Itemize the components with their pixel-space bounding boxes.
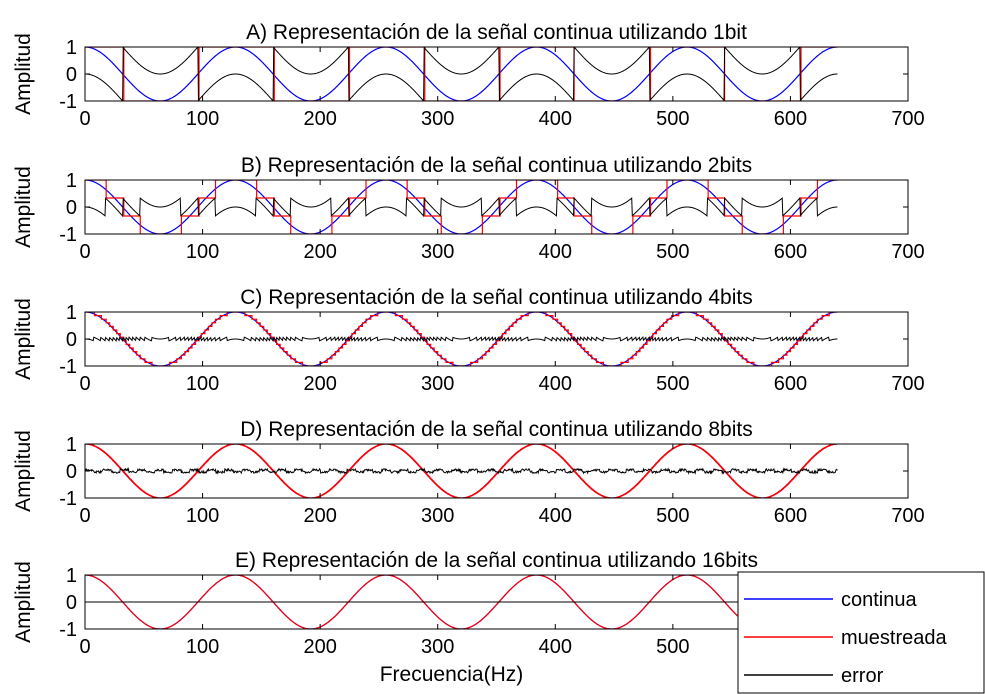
legend-label: error	[841, 665, 884, 687]
x-tick-label: 0	[79, 505, 90, 527]
x-tick-label: 500	[656, 373, 689, 395]
subplot-5: E) Representación de la señal continua u…	[12, 549, 909, 686]
subplot-title: D) Representación de la señal continua u…	[240, 418, 752, 441]
y-tick-label: 0	[66, 197, 77, 219]
subplot-title: E) Representación de la señal continua u…	[235, 549, 758, 572]
legend-item-error: error	[744, 665, 884, 687]
x-tick-label: 300	[421, 241, 454, 263]
subplot-3: C) Representación de la señal continua u…	[12, 286, 925, 395]
series-line-muestreada	[85, 575, 838, 629]
legend-label: continua	[841, 589, 917, 611]
subplot-4: D) Representación de la señal continua u…	[12, 418, 925, 527]
series-line-muestreada	[85, 444, 838, 498]
subplot-2: B) Representación de la señal continua u…	[12, 154, 925, 263]
x-tick-label: 0	[79, 108, 90, 130]
subplot-1: A) Representación de la señal continua u…	[12, 21, 925, 130]
x-tick-label: 0	[79, 636, 90, 658]
y-tick-label: 1	[66, 434, 77, 456]
x-tick-label: 0	[79, 241, 90, 263]
x-tick-label: 300	[421, 636, 454, 658]
y-axis-label: Amplitud	[12, 298, 35, 380]
subplot-title: C) Representación de la señal continua u…	[240, 286, 752, 309]
y-tick-label: -1	[59, 488, 77, 510]
series-line-muestreada	[85, 180, 838, 234]
y-tick-label: -1	[59, 224, 77, 246]
x-tick-label: 300	[421, 505, 454, 527]
y-tick-label: 1	[66, 170, 77, 192]
plot-area	[85, 312, 838, 366]
x-axis-label: Frecuencia(Hz)	[380, 663, 524, 686]
plot-area	[85, 575, 838, 629]
y-axis-label: Amplitud	[12, 561, 35, 643]
x-tick-label: 400	[539, 108, 572, 130]
y-tick-label: -1	[59, 356, 77, 378]
series-line-continua	[85, 180, 838, 234]
y-tick-label: 1	[66, 565, 77, 587]
x-tick-label: 400	[539, 636, 572, 658]
x-tick-label: 300	[421, 108, 454, 130]
y-axis-label: Amplitud	[12, 166, 35, 248]
y-tick-label: 0	[66, 64, 77, 86]
y-tick-label: 0	[66, 592, 77, 614]
y-tick-label: -1	[59, 91, 77, 113]
legend-item-continua: continua	[744, 589, 917, 611]
x-tick-label: 500	[656, 241, 689, 263]
subplots: A) Representación de la señal continua u…	[12, 21, 925, 686]
x-tick-label: 400	[539, 241, 572, 263]
plot-area	[85, 47, 838, 101]
x-tick-label: 200	[303, 373, 336, 395]
legend: continua muestreada error	[737, 571, 985, 694]
series-line-error	[85, 196, 838, 218]
series-line-error	[85, 47, 838, 101]
y-tick-label: 1	[66, 37, 77, 59]
x-tick-label: 200	[303, 241, 336, 263]
x-tick-label: 400	[539, 505, 572, 527]
series-line-continua	[85, 47, 838, 101]
y-tick-label: 0	[66, 329, 77, 351]
x-tick-label: 0	[79, 373, 90, 395]
x-tick-label: 400	[539, 373, 572, 395]
x-tick-label: 500	[656, 505, 689, 527]
series-line-muestreada	[85, 312, 838, 366]
y-tick-label: 1	[66, 302, 77, 324]
x-tick-label: 500	[656, 108, 689, 130]
x-tick-label: 700	[891, 505, 924, 527]
plot-area	[85, 444, 838, 498]
y-axis-label: Amplitud	[12, 33, 35, 115]
x-tick-label: 100	[186, 373, 219, 395]
x-tick-label: 500	[656, 636, 689, 658]
x-tick-label: 600	[774, 505, 807, 527]
y-axis-label: Amplitud	[12, 430, 35, 512]
subplot-title: A) Representación de la señal continua u…	[246, 21, 747, 44]
y-tick-label: -1	[59, 619, 77, 641]
legend-box	[737, 571, 985, 694]
x-tick-label: 100	[186, 241, 219, 263]
subplot-title: B) Representación de la señal continua u…	[241, 154, 752, 177]
series-line-error	[85, 336, 838, 342]
x-tick-label: 200	[303, 505, 336, 527]
x-tick-label: 300	[421, 373, 454, 395]
x-tick-label: 100	[186, 505, 219, 527]
x-tick-label: 600	[774, 108, 807, 130]
x-tick-label: 100	[186, 636, 219, 658]
plot-area	[85, 180, 838, 234]
x-tick-label: 700	[891, 241, 924, 263]
x-tick-label: 700	[891, 108, 924, 130]
series-line-error	[85, 467, 838, 475]
x-tick-label: 200	[303, 108, 336, 130]
legend-item-muestreada: muestreada	[744, 627, 947, 649]
y-tick-label: 0	[66, 461, 77, 483]
x-tick-label: 600	[774, 373, 807, 395]
x-tick-label: 700	[891, 373, 924, 395]
x-tick-label: 600	[774, 241, 807, 263]
x-tick-label: 200	[303, 636, 336, 658]
legend-label: muestreada	[841, 627, 947, 649]
x-tick-label: 100	[186, 108, 219, 130]
